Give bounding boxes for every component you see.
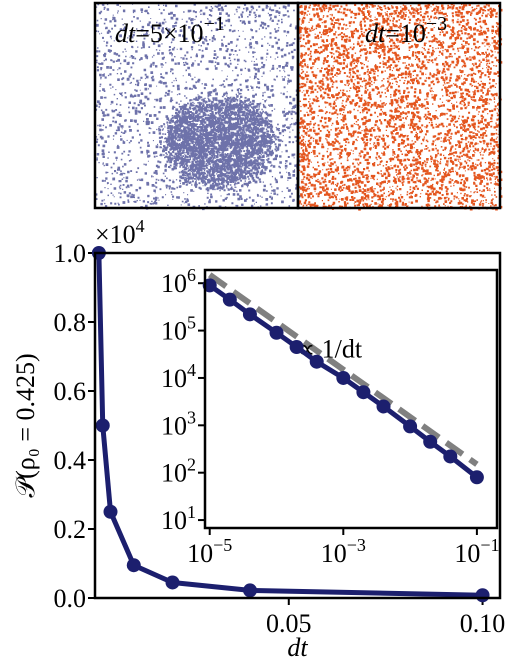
tick-label: 0.2	[54, 515, 87, 544]
marker	[243, 583, 258, 598]
tick-label-base: 10	[161, 459, 187, 488]
marker	[269, 325, 284, 340]
panel-title-text: =10	[385, 19, 426, 48]
tick-label: 103	[161, 407, 196, 440]
tick-label-exp: 4	[187, 360, 196, 380]
tick-label-exp: 3	[187, 407, 196, 427]
tick-label: 0.6	[54, 377, 87, 406]
y-axis-label: 𝒫(ρ₀ = 0.425)	[11, 353, 40, 497]
panel-frame	[296, 1, 502, 210]
panel-title-var: dt	[115, 19, 136, 48]
panel-title-exp: −3	[426, 13, 447, 35]
marker	[356, 385, 371, 400]
tick-label: 0.0	[54, 584, 87, 613]
tick-label-base: 10	[161, 317, 187, 346]
tick-label-base: 10	[161, 411, 187, 440]
tick-label: 101	[161, 502, 196, 535]
tick-label-exp: 1	[187, 502, 196, 522]
marker	[423, 434, 438, 449]
axes-frame	[93, 251, 502, 600]
tick-label: 10−5	[187, 535, 232, 568]
marker	[95, 418, 110, 433]
marker	[376, 399, 391, 414]
annotation: ∝ 1/dt	[297, 334, 363, 363]
tick-label: 105	[161, 313, 196, 346]
axes-frame	[203, 268, 499, 530]
tick-label-exp: 2	[187, 455, 196, 475]
x-axis-label: dt	[287, 633, 308, 662]
tick-label-base: 10	[161, 364, 187, 393]
tick-label: 1.0	[54, 239, 87, 268]
tick-label-base: 10	[161, 506, 187, 535]
tick-label: 104	[161, 360, 196, 393]
tick-label-exp: 5	[187, 313, 196, 333]
tick-label-exp: −5	[213, 535, 232, 555]
tick-label: 0.10	[460, 609, 506, 638]
marker	[336, 370, 351, 385]
offset-label: ×104	[95, 216, 145, 249]
tick-label: 10−3	[321, 535, 366, 568]
particles	[298, 3, 503, 211]
particles	[95, 3, 301, 211]
tick-label-base: 10	[321, 539, 347, 568]
offset-base: ×10	[95, 220, 136, 249]
tick-label: 102	[161, 455, 196, 488]
tick-label-base: 10	[454, 539, 480, 568]
panel-title: dt=5×10−1	[115, 13, 225, 48]
panel-title-exp: −1	[204, 13, 225, 35]
marker	[469, 470, 484, 485]
marker	[165, 575, 180, 590]
offset-exp: 4	[136, 216, 145, 236]
tick-label: 0.4	[54, 446, 87, 475]
tick-label-base: 10	[187, 539, 213, 568]
tick-label: 0.05	[266, 609, 312, 638]
tick-label: 106	[161, 265, 196, 298]
marker	[242, 307, 257, 322]
marker	[126, 558, 141, 573]
tick-label: 0.8	[54, 308, 87, 337]
panel-title-var: dt	[365, 19, 386, 48]
tick-label-base: 10	[161, 269, 187, 298]
reference-line	[207, 272, 479, 467]
marker	[103, 504, 118, 519]
marker	[309, 354, 324, 369]
panel-title-text: =5×10	[135, 19, 203, 48]
tick-label-exp: 6	[187, 265, 196, 285]
tick-label-exp: −1	[480, 535, 499, 555]
tick-label-exp: −3	[347, 535, 366, 555]
panel-title: dt=10−3	[365, 13, 447, 48]
marker	[222, 292, 237, 307]
marker	[403, 419, 418, 434]
tick-label: 10−1	[454, 535, 499, 568]
marker	[289, 340, 304, 355]
marker	[443, 449, 458, 464]
marker	[475, 588, 490, 603]
